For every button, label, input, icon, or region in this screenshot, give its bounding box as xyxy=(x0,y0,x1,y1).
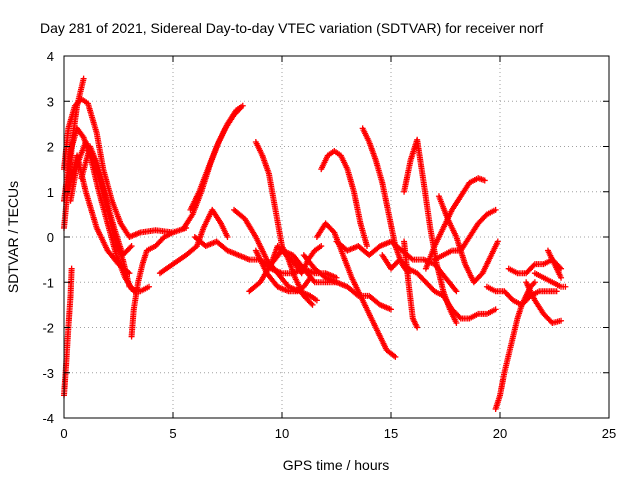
data-point xyxy=(237,105,244,112)
data-point xyxy=(453,319,460,326)
series-arc-8 xyxy=(128,229,176,340)
data-point xyxy=(531,279,538,286)
series-arc-28 xyxy=(431,206,499,263)
y-tick-label: -2 xyxy=(42,321,54,336)
series-arc-33 xyxy=(531,270,569,290)
x-axis-label: GPS time / hours xyxy=(283,457,390,473)
series-arc-7 xyxy=(65,152,133,277)
series-arc-19 xyxy=(318,148,371,250)
data-point xyxy=(330,228,337,235)
data-point xyxy=(494,238,501,245)
series-arc-17 xyxy=(268,243,325,277)
series-arc-22 xyxy=(333,238,460,295)
data-point xyxy=(562,283,569,290)
data-point xyxy=(307,274,314,281)
data-point xyxy=(318,243,325,250)
data-point xyxy=(530,262,537,269)
series-arc-6 xyxy=(78,143,139,295)
data-point xyxy=(80,75,87,82)
data-point xyxy=(313,297,320,304)
data-points xyxy=(61,75,569,412)
y-tick-label: -4 xyxy=(42,411,54,426)
series-arc-25 xyxy=(401,238,421,331)
series-arc-1 xyxy=(61,265,75,399)
series-arc-27 xyxy=(435,193,501,286)
data-point xyxy=(127,244,134,251)
data-point xyxy=(392,353,399,360)
y-tick-label: 3 xyxy=(47,94,54,109)
data-point xyxy=(558,317,565,324)
chart-title: Day 281 of 2021, Sidereal Day-to-day VTE… xyxy=(40,20,543,36)
data-point xyxy=(558,274,565,281)
y-tick-label: -1 xyxy=(42,275,54,290)
data-point xyxy=(128,243,135,250)
series-arc-16 xyxy=(252,247,314,295)
data-point xyxy=(68,265,75,272)
data-point xyxy=(481,177,488,184)
x-tick-label: 20 xyxy=(493,426,507,441)
series-arc-11 xyxy=(187,105,244,213)
series-arc-30 xyxy=(483,283,560,308)
y-tick-label: 2 xyxy=(47,140,54,155)
x-tick-label: 15 xyxy=(384,426,398,441)
data-point xyxy=(364,243,371,250)
x-tick-label: 25 xyxy=(602,426,616,441)
series-arc-32 xyxy=(523,279,565,326)
x-tick-label: 5 xyxy=(169,426,176,441)
data-point xyxy=(492,206,499,213)
y-tick-label: 1 xyxy=(47,185,54,200)
y-tick-label: 4 xyxy=(47,49,54,64)
data-point xyxy=(414,324,421,331)
series-arc-3 xyxy=(61,95,190,240)
y-tick-label: 0 xyxy=(47,230,54,245)
series-arc-34 xyxy=(544,247,565,281)
data-point xyxy=(453,288,460,295)
x-tick-label: 0 xyxy=(60,426,67,441)
data-point xyxy=(553,288,560,295)
data-point xyxy=(224,234,231,240)
data-point xyxy=(126,270,133,277)
data-point xyxy=(146,283,153,290)
axis-ticks: 0 5 10 15 20 25 -4 -3 -2 -1 0 1 2 3 4 xyxy=(42,49,616,441)
data-point xyxy=(492,306,499,313)
data-point xyxy=(456,314,463,321)
data-point xyxy=(308,300,315,307)
series-arc-13 xyxy=(231,206,320,304)
y-axis-label: SDTVAR / TECUs xyxy=(5,181,21,293)
x-tick-label: 10 xyxy=(275,426,289,441)
data-point xyxy=(170,229,176,236)
y-tick-label: -3 xyxy=(42,366,54,381)
data-point xyxy=(309,301,316,308)
data-point xyxy=(388,306,394,313)
series-arc-26 xyxy=(422,175,488,272)
